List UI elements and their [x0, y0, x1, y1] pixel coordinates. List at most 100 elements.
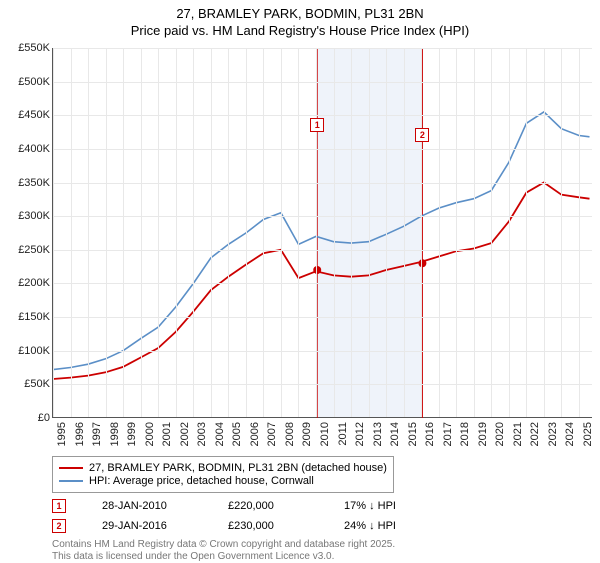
- sale-row: 2 29-JAN-2016 £230,000 24% ↓ HPI: [52, 519, 592, 533]
- x-axis-label: 2009: [301, 422, 313, 446]
- y-axis-label: £300K: [4, 210, 50, 222]
- sale-row: 1 28-JAN-2010 £220,000 17% ↓ HPI: [52, 499, 592, 513]
- gridline-v: [158, 48, 159, 417]
- legend-row-hpi: HPI: Average price, detached house, Corn…: [59, 475, 387, 487]
- x-axis-label: 2021: [512, 422, 524, 446]
- x-axis-label: 2001: [161, 422, 173, 446]
- gridline-v: [71, 48, 72, 417]
- x-axis-label: 2015: [407, 422, 419, 446]
- gridline-v: [246, 48, 247, 417]
- chart-title: 27, BRAMLEY PARK, BODMIN, PL31 2BN Price…: [0, 0, 600, 40]
- gridline-v: [298, 48, 299, 417]
- x-axis-label: 2022: [529, 422, 541, 446]
- x-axis-label: 2014: [389, 422, 401, 446]
- gridline-h: [53, 283, 592, 284]
- y-axis-label: £200K: [4, 277, 50, 289]
- sale-marker-2: 2: [415, 128, 429, 142]
- x-axis-label: 2004: [214, 422, 226, 446]
- legend-swatch-price: [59, 467, 83, 469]
- y-axis-label: £350K: [4, 177, 50, 189]
- gridline-v: [509, 48, 510, 417]
- legend-box: 27, BRAMLEY PARK, BODMIN, PL31 2BN (deta…: [52, 456, 394, 493]
- title-line1: 27, BRAMLEY PARK, BODMIN, PL31 2BN: [176, 6, 423, 21]
- sale-marker-1: 1: [310, 118, 324, 132]
- chart-lines: [53, 48, 592, 417]
- x-axis-label: 2011: [337, 422, 349, 446]
- gridline-v: [53, 48, 54, 417]
- sale-row-marker: 1: [52, 499, 66, 513]
- gridline-v: [561, 48, 562, 417]
- legend-label-hpi: HPI: Average price, detached house, Corn…: [89, 475, 314, 487]
- x-axis-label: 2018: [459, 422, 471, 446]
- gridline-v: [228, 48, 229, 417]
- gridline-h: [53, 384, 592, 385]
- gridline-v: [474, 48, 475, 417]
- legend-row-price: 27, BRAMLEY PARK, BODMIN, PL31 2BN (deta…: [59, 462, 387, 474]
- x-axis-label: 1999: [126, 422, 138, 446]
- gridline-v: [369, 48, 370, 417]
- x-axis-label: 2020: [494, 422, 506, 446]
- x-axis-label: 2002: [179, 422, 191, 446]
- x-axis-label: 2017: [442, 422, 454, 446]
- x-axis-label: 2023: [547, 422, 559, 446]
- gridline-v: [263, 48, 264, 417]
- gridline-v: [491, 48, 492, 417]
- legend-and-footer: 27, BRAMLEY PARK, BODMIN, PL31 2BN (deta…: [52, 456, 592, 563]
- legend-swatch-hpi: [59, 480, 83, 482]
- x-axis-label: 2016: [424, 422, 436, 446]
- x-axis-label: 1998: [109, 422, 121, 446]
- gridline-h: [53, 48, 592, 49]
- chart-plot-area: 12: [52, 48, 592, 418]
- gridline-h: [53, 351, 592, 352]
- x-axis-label: 2019: [477, 422, 489, 446]
- sale-delta: 17% ↓ HPI: [344, 500, 396, 512]
- sale-date: 28-JAN-2010: [102, 500, 192, 512]
- y-axis-label: £250K: [4, 244, 50, 256]
- legend-label-price: 27, BRAMLEY PARK, BODMIN, PL31 2BN (deta…: [89, 462, 387, 474]
- sale-price: £230,000: [228, 520, 308, 532]
- x-axis-label: 2006: [249, 422, 261, 446]
- gridline-v: [281, 48, 282, 417]
- sale-date: 29-JAN-2016: [102, 520, 192, 532]
- gridline-v: [88, 48, 89, 417]
- gridline-v: [106, 48, 107, 417]
- x-axis-label: 2007: [266, 422, 278, 446]
- x-axis-label: 1995: [56, 422, 68, 446]
- gridline-v: [404, 48, 405, 417]
- x-axis-label: 1996: [74, 422, 86, 446]
- x-axis-label: 2025: [582, 422, 594, 446]
- y-axis-label: £500K: [4, 76, 50, 88]
- x-axis-label: 2012: [354, 422, 366, 446]
- gridline-v: [316, 48, 317, 417]
- x-axis-label: 2003: [196, 422, 208, 446]
- footnote-line1: Contains HM Land Registry data © Crown c…: [52, 539, 395, 550]
- y-axis-label: £0: [4, 412, 50, 424]
- x-axis-label: 2005: [231, 422, 243, 446]
- x-axis-label: 2024: [564, 422, 576, 446]
- gridline-v: [544, 48, 545, 417]
- y-axis-label: £550K: [4, 42, 50, 54]
- gridline-v: [456, 48, 457, 417]
- sale-price: £220,000: [228, 500, 308, 512]
- gridline-v: [351, 48, 352, 417]
- gridline-v: [526, 48, 527, 417]
- gridline-h: [53, 183, 592, 184]
- footnote: Contains HM Land Registry data © Crown c…: [52, 539, 592, 563]
- x-axis-label: 1997: [91, 422, 103, 446]
- gridline-v: [176, 48, 177, 417]
- sale-row-marker: 2: [52, 519, 66, 533]
- gridline-v: [386, 48, 387, 417]
- x-axis-label: 2008: [284, 422, 296, 446]
- gridline-v: [421, 48, 422, 417]
- gridline-v: [193, 48, 194, 417]
- gridline-v: [439, 48, 440, 417]
- gridline-v: [141, 48, 142, 417]
- sale-delta: 24% ↓ HPI: [344, 520, 396, 532]
- y-axis-label: £100K: [4, 345, 50, 357]
- gridline-h: [53, 149, 592, 150]
- y-axis-label: £450K: [4, 109, 50, 121]
- gridline-v: [211, 48, 212, 417]
- gridline-v: [334, 48, 335, 417]
- footnote-line2: This data is licensed under the Open Gov…: [52, 551, 334, 562]
- x-axis-label: 2013: [372, 422, 384, 446]
